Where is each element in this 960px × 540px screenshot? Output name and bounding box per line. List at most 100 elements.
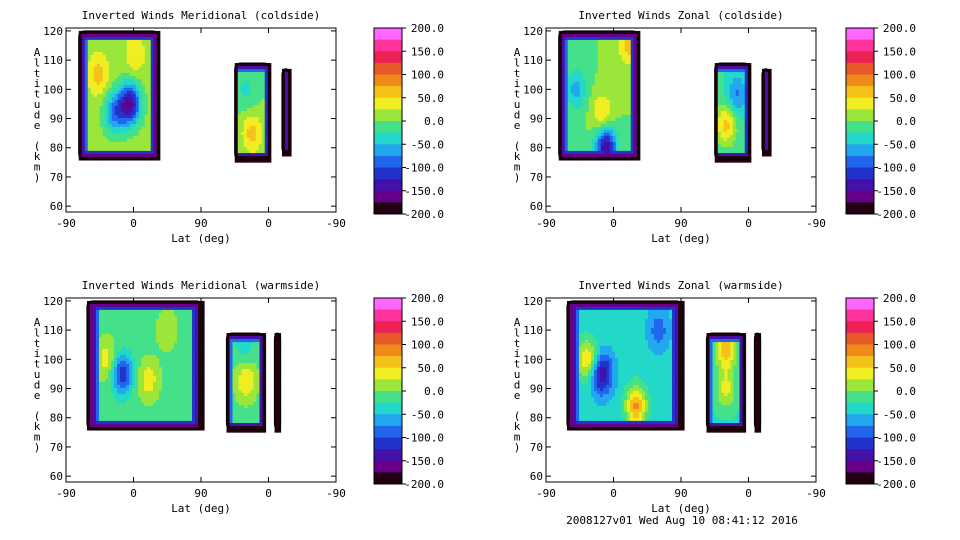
field-cell xyxy=(579,138,584,143)
field-cell xyxy=(90,66,95,71)
field-cell xyxy=(732,153,737,157)
field-cell xyxy=(732,93,737,97)
field-cell xyxy=(87,342,91,347)
field-cell xyxy=(144,300,148,305)
field-cell xyxy=(570,129,575,134)
field-cell xyxy=(240,129,245,133)
field-cell xyxy=(594,135,599,140)
field-cell xyxy=(93,339,97,344)
field-cell xyxy=(105,150,110,155)
field-cell xyxy=(99,138,104,143)
field-cell xyxy=(108,384,112,389)
field-cell xyxy=(99,144,104,149)
field-cell xyxy=(195,312,199,317)
field-cell xyxy=(129,105,134,110)
field-cell xyxy=(615,84,620,89)
field-cell xyxy=(123,54,128,59)
field-cell xyxy=(282,122,286,127)
field-cell xyxy=(96,48,101,53)
field-cell xyxy=(615,105,620,110)
field-cell xyxy=(285,89,289,94)
field-cell xyxy=(177,387,181,392)
field-cell xyxy=(108,318,112,323)
field-cell xyxy=(102,105,107,110)
field-cell xyxy=(162,330,166,335)
field-cell xyxy=(591,93,596,98)
field-cell xyxy=(249,99,254,103)
field-cell xyxy=(186,345,190,350)
field-cell xyxy=(195,315,199,320)
field-cell xyxy=(627,150,632,155)
field-cell xyxy=(126,315,130,320)
field-cell xyxy=(738,144,743,148)
field-cell xyxy=(96,78,101,83)
field-cell xyxy=(177,396,181,401)
field-cell xyxy=(168,411,172,416)
field-cell xyxy=(87,381,91,386)
field-cell xyxy=(570,114,575,119)
field-cell xyxy=(78,108,83,113)
field-cell xyxy=(195,372,199,377)
field-cell xyxy=(174,324,178,329)
field-cell xyxy=(579,75,584,80)
colorbar-tick-label: 0.0 xyxy=(424,115,444,128)
field-cell xyxy=(714,105,719,109)
field-cell xyxy=(129,369,133,374)
field-cell xyxy=(156,318,160,323)
footer-run-stamp: 2008127v01 Wed Aug 10 08:41:12 2016 xyxy=(566,514,798,527)
field-cell xyxy=(78,39,83,44)
field-cell xyxy=(126,321,130,326)
field-cell xyxy=(102,93,107,98)
field-cell xyxy=(162,354,166,359)
field-cell xyxy=(153,348,157,353)
field-cell xyxy=(96,87,101,92)
field-cell xyxy=(111,363,115,368)
field-cell xyxy=(111,84,116,89)
field-cell xyxy=(558,111,563,116)
field-cell xyxy=(240,75,245,79)
field-cell xyxy=(171,303,175,308)
field-cell xyxy=(621,153,626,158)
field-cell xyxy=(147,333,151,338)
field-cell xyxy=(99,351,103,356)
field-cell xyxy=(90,153,95,158)
field-cell xyxy=(111,99,116,104)
field-cell xyxy=(264,138,269,142)
field-cell xyxy=(120,309,124,314)
field-cell xyxy=(732,135,737,139)
field-cell xyxy=(714,117,719,121)
field-cell xyxy=(135,402,139,407)
field-cell xyxy=(630,36,635,41)
field-cell xyxy=(762,140,766,145)
field-cell xyxy=(108,147,113,152)
field-cell xyxy=(105,69,110,74)
field-cell xyxy=(198,381,202,386)
field-cell xyxy=(723,75,728,79)
field-cell xyxy=(87,45,92,50)
field-cell xyxy=(714,126,719,130)
field-cell xyxy=(93,147,98,152)
field-cell xyxy=(114,60,119,65)
field-cell xyxy=(129,381,133,386)
field-cell xyxy=(123,48,128,53)
field-cell xyxy=(102,138,107,143)
field-cell xyxy=(606,123,611,128)
field-cell xyxy=(135,120,140,125)
field-cell xyxy=(252,75,257,79)
field-cell xyxy=(90,129,95,134)
field-cell xyxy=(111,315,115,320)
field-cell xyxy=(564,126,569,131)
field-cell xyxy=(153,312,157,317)
field-cell xyxy=(135,384,139,389)
field-cell xyxy=(603,63,608,68)
field-cell xyxy=(594,129,599,134)
field-cell xyxy=(576,120,581,125)
field-cell xyxy=(243,138,248,142)
field-cell xyxy=(240,147,245,151)
field-cell xyxy=(573,135,578,140)
field-cell xyxy=(567,141,572,146)
field-cell xyxy=(78,126,83,131)
field-cell xyxy=(621,117,626,122)
field-cell xyxy=(723,72,728,76)
field-cell xyxy=(171,405,175,410)
